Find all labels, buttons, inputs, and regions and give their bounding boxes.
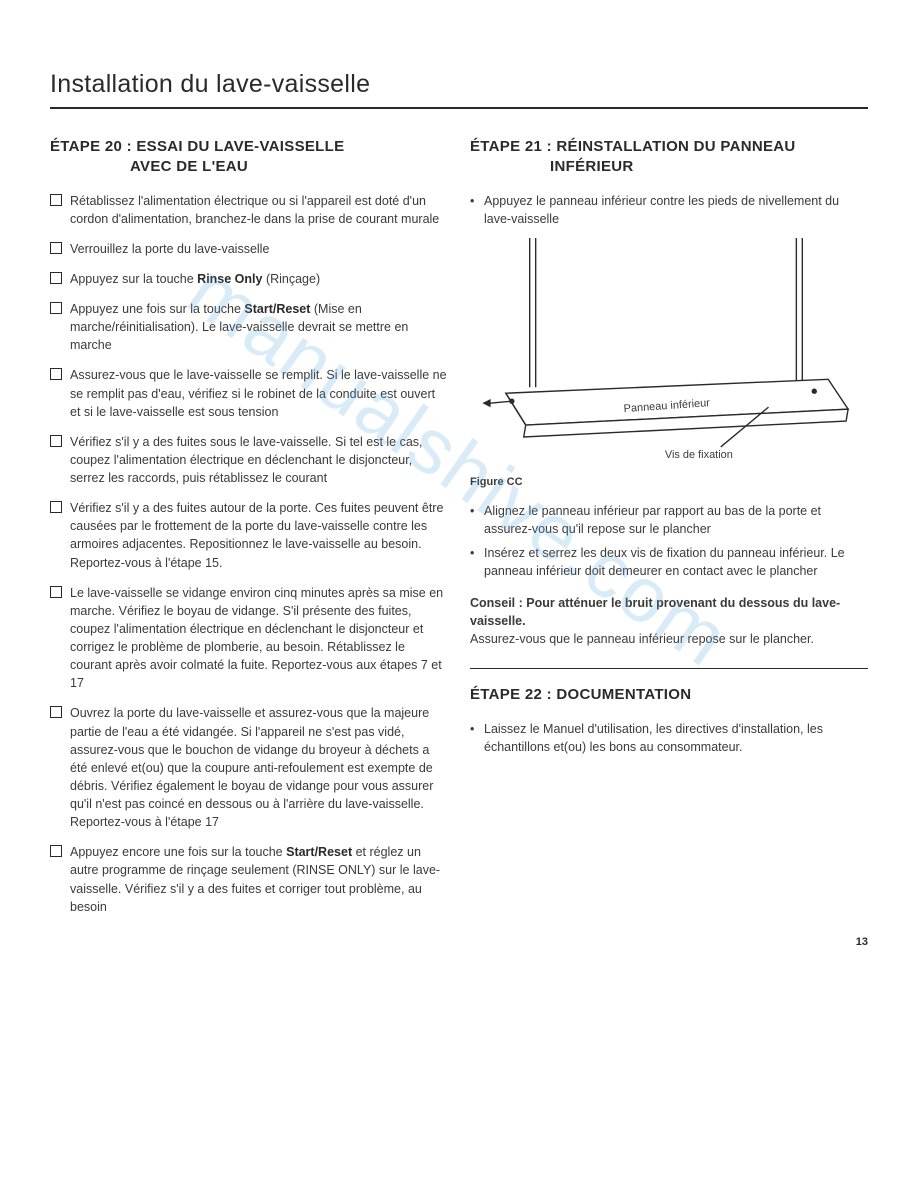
- step-21-title-line2: INFÉRIEUR: [470, 157, 868, 177]
- check-item: Appuyez sur la touche Rinse Only (Rinçag…: [50, 270, 448, 288]
- checkbox-icon: [50, 194, 62, 206]
- checkbox-icon: [50, 706, 62, 718]
- tip-body: Assurez-vous que le panneau inférieur re…: [470, 632, 814, 646]
- bullet-text: Appuyez le panneau inférieur contre les …: [484, 192, 868, 228]
- figure-cc: Panneau inférieur Vis de fixation Figure…: [470, 238, 868, 488]
- check-item: Appuyez encore une fois sur la touche St…: [50, 843, 448, 916]
- check-text: Verrouillez la porte du lave-vaisselle: [70, 240, 448, 258]
- bullet-icon: •: [470, 192, 480, 210]
- bullet-text: Insérez et serrez les deux vis de fixati…: [484, 544, 868, 580]
- check-item: Verrouillez la porte du lave-vaisselle: [50, 240, 448, 258]
- step-20-title-line1: ÉTAPE 20 : ESSAI DU LAVE-VAISSELLE: [50, 138, 344, 155]
- check-text: Appuyez encore une fois sur la touche St…: [70, 843, 448, 916]
- step-22-bullets: •Laissez le Manuel d'utilisation, les di…: [470, 720, 868, 756]
- figure-cc-caption: Figure CC: [470, 476, 868, 488]
- step-21-title-line1: ÉTAPE 21 : RÉINSTALLATION DU PANNEAU: [470, 138, 796, 155]
- checkbox-icon: [50, 586, 62, 598]
- step-21-top-bullets: •Appuyez le panneau inférieur contre les…: [470, 192, 868, 228]
- content-columns: ÉTAPE 20 : ESSAI DU LAVE-VAISSELLE AVEC …: [50, 137, 868, 928]
- bullet-text: Alignez le panneau inférieur par rapport…: [484, 502, 868, 538]
- left-column: ÉTAPE 20 : ESSAI DU LAVE-VAISSELLE AVEC …: [50, 137, 448, 928]
- bullet-item: •Appuyez le panneau inférieur contre les…: [470, 192, 868, 228]
- step-20-title: ÉTAPE 20 : ESSAI DU LAVE-VAISSELLE AVEC …: [50, 137, 448, 178]
- right-column: ÉTAPE 21 : RÉINSTALLATION DU PANNEAU INF…: [470, 137, 868, 928]
- check-item: Vérifiez s'il y a des fuites autour de l…: [50, 499, 448, 572]
- check-item: Assurez-vous que le lave-vaisselle se re…: [50, 366, 448, 420]
- check-text: Vérifiez s'il y a des fuites autour de l…: [70, 499, 448, 572]
- bullet-icon: •: [470, 502, 480, 520]
- figure-cc-svg: Panneau inférieur Vis de fixation: [470, 238, 868, 467]
- step-22-title: ÉTAPE 22 : DOCUMENTATION: [470, 685, 868, 705]
- page-title: Installation du lave-vaisselle: [50, 70, 868, 109]
- bullet-text: Laissez le Manuel d'utilisation, les dir…: [484, 720, 868, 756]
- step-21-bottom-bullets: •Alignez le panneau inférieur par rappor…: [470, 502, 868, 581]
- check-text: Rétablissez l'alimentation électrique ou…: [70, 192, 448, 228]
- step-20-title-line2: AVEC DE L'EAU: [50, 157, 448, 177]
- tip-lead: Conseil : Pour atténuer le bruit provena…: [470, 596, 840, 628]
- bullet-icon: •: [470, 544, 480, 562]
- check-item: Le lave-vaisselle se vidange environ cin…: [50, 584, 448, 693]
- section-divider: [470, 668, 868, 669]
- check-text: Assurez-vous que le lave-vaisselle se re…: [70, 366, 448, 420]
- figure-label-screw: Vis de fixation: [665, 449, 733, 461]
- check-text: Appuyez une fois sur la touche Start/Res…: [70, 300, 448, 354]
- bullet-item: •Insérez et serrez les deux vis de fixat…: [470, 544, 868, 580]
- check-item: Ouvrez la porte du lave-vaisselle et ass…: [50, 704, 448, 831]
- checkbox-icon: [50, 302, 62, 314]
- check-item: Rétablissez l'alimentation électrique ou…: [50, 192, 448, 228]
- tip-block: Conseil : Pour atténuer le bruit provena…: [470, 594, 868, 648]
- checkbox-icon: [50, 368, 62, 380]
- bullet-icon: •: [470, 720, 480, 738]
- check-item: Appuyez une fois sur la touche Start/Res…: [50, 300, 448, 354]
- checkbox-icon: [50, 242, 62, 254]
- step-21-title: ÉTAPE 21 : RÉINSTALLATION DU PANNEAU INF…: [470, 137, 868, 178]
- checkbox-icon: [50, 501, 62, 513]
- checkbox-icon: [50, 272, 62, 284]
- check-item: Vérifiez s'il y a des fuites sous le lav…: [50, 433, 448, 487]
- step-20-checklist: Rétablissez l'alimentation électrique ou…: [50, 192, 448, 916]
- check-text: Le lave-vaisselle se vidange environ cin…: [70, 584, 448, 693]
- page-number: 13: [856, 936, 868, 948]
- check-text: Ouvrez la porte du lave-vaisselle et ass…: [70, 704, 448, 831]
- bullet-item: •Laissez le Manuel d'utilisation, les di…: [470, 720, 868, 756]
- checkbox-icon: [50, 435, 62, 447]
- checkbox-icon: [50, 845, 62, 857]
- check-text: Appuyez sur la touche Rinse Only (Rinçag…: [70, 270, 448, 288]
- check-text: Vérifiez s'il y a des fuites sous le lav…: [70, 433, 448, 487]
- bullet-item: •Alignez le panneau inférieur par rappor…: [470, 502, 868, 538]
